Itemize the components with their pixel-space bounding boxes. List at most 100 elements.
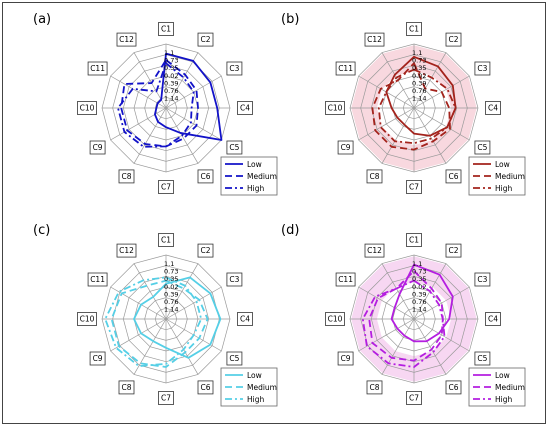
grid-spoke bbox=[413, 318, 447, 375]
category-box bbox=[89, 140, 106, 155]
legend-label: High bbox=[247, 184, 264, 193]
radial-tick-label: 1.14 bbox=[412, 95, 426, 103]
category-label: C2 bbox=[448, 35, 458, 44]
grid-spoke bbox=[165, 52, 199, 109]
grid-spoke bbox=[133, 263, 167, 320]
category-label: C4 bbox=[240, 104, 250, 113]
category-box bbox=[116, 32, 137, 47]
category-box bbox=[118, 380, 135, 395]
category-box bbox=[158, 391, 174, 405]
radial-tick-label: 0.76 bbox=[164, 87, 178, 95]
series-line-medium bbox=[368, 270, 444, 362]
category-label: C10 bbox=[80, 104, 95, 113]
legend-label: High bbox=[495, 395, 512, 404]
panel-label: (c) bbox=[33, 223, 50, 238]
category-box bbox=[445, 243, 462, 258]
category-label: C10 bbox=[328, 104, 343, 113]
radial-tick-label: 0.35 bbox=[164, 275, 178, 283]
category-label: C5 bbox=[229, 354, 239, 363]
category-label: C1 bbox=[409, 25, 419, 34]
radar-figure: (a)UP1.10.730.350.020.390.761.14C1C2C3C4… bbox=[33, 12, 526, 407]
category-box bbox=[226, 61, 243, 76]
grid-spoke bbox=[358, 107, 415, 141]
category-label: C6 bbox=[448, 172, 458, 181]
radial-tick-label: 0.73 bbox=[164, 57, 178, 65]
series-line-medium bbox=[371, 62, 451, 151]
grid-spoke bbox=[110, 286, 167, 320]
grid-spoke bbox=[413, 286, 470, 320]
category-box bbox=[226, 272, 243, 287]
radial-tick-label: 0.39 bbox=[164, 79, 178, 87]
category-box bbox=[77, 101, 97, 115]
radial-tick-label: 1.1 bbox=[412, 49, 422, 57]
category-label: C9 bbox=[93, 354, 103, 363]
category-box bbox=[87, 272, 108, 287]
grid-spoke bbox=[133, 318, 167, 375]
figure-frame: (a)UP1.10.730.350.020.390.761.14C1C2C3C4… bbox=[2, 2, 546, 424]
radial-tick-label: 0.73 bbox=[412, 268, 426, 276]
category-label: C3 bbox=[477, 275, 487, 284]
category-box bbox=[364, 243, 385, 258]
legend-label: Medium bbox=[495, 383, 525, 392]
category-box bbox=[197, 243, 214, 258]
category-box bbox=[87, 61, 108, 76]
panel-label: (d) bbox=[281, 223, 299, 238]
category-box bbox=[485, 101, 501, 115]
category-box bbox=[337, 140, 354, 155]
radar-panel: (c)PP1.10.730.350.020.390.761.14C1C2C3C4… bbox=[33, 223, 278, 407]
series-line-low bbox=[385, 55, 457, 137]
grid-spoke bbox=[110, 75, 167, 109]
category-label: C7 bbox=[409, 183, 419, 192]
category-label: C3 bbox=[477, 64, 487, 73]
category-label: C5 bbox=[229, 143, 239, 152]
legend-label: Low bbox=[495, 371, 510, 380]
grid-spoke bbox=[413, 107, 470, 141]
radial-tick-label: 0.02 bbox=[412, 283, 426, 291]
category-label: C10 bbox=[80, 315, 95, 324]
radial-tick-label: 0.35 bbox=[164, 64, 178, 72]
radial-tick-label: 0.02 bbox=[164, 283, 178, 291]
category-box bbox=[325, 312, 345, 326]
category-box bbox=[474, 61, 491, 76]
category-label: C4 bbox=[488, 315, 498, 324]
category-box bbox=[406, 233, 422, 247]
grid-spoke bbox=[165, 318, 199, 375]
legend-label: Low bbox=[247, 371, 262, 380]
grid-spoke bbox=[110, 107, 167, 141]
category-label: C11 bbox=[90, 275, 105, 284]
series-line-high bbox=[117, 62, 195, 148]
category-box bbox=[197, 169, 214, 184]
radial-tick-label: 0.39 bbox=[164, 290, 178, 298]
category-label: C7 bbox=[161, 183, 171, 192]
radial-tick-label: 0.02 bbox=[164, 72, 178, 80]
category-box bbox=[406, 180, 422, 194]
category-label: C8 bbox=[121, 172, 131, 181]
radial-tick-label: 0.39 bbox=[412, 79, 426, 87]
series-line-low bbox=[133, 276, 222, 359]
category-box bbox=[406, 391, 422, 405]
grid-spoke bbox=[381, 263, 415, 320]
category-box bbox=[158, 22, 174, 36]
radial-tick-label: 0.76 bbox=[164, 298, 178, 306]
category-box bbox=[237, 101, 253, 115]
category-label: C6 bbox=[200, 172, 210, 181]
series-line-high bbox=[104, 276, 203, 368]
category-label: C12 bbox=[367, 246, 382, 255]
category-box bbox=[474, 140, 491, 155]
category-box bbox=[226, 140, 243, 155]
category-box bbox=[335, 272, 356, 287]
series-line-high bbox=[361, 279, 446, 368]
legend-label: Medium bbox=[247, 383, 277, 392]
radial-tick-label: 0.76 bbox=[412, 87, 426, 95]
legend-label: Low bbox=[495, 160, 510, 169]
series-line-low bbox=[390, 263, 454, 343]
category-label: C12 bbox=[119, 246, 134, 255]
grid-spoke bbox=[381, 107, 415, 164]
category-label: C1 bbox=[161, 25, 171, 34]
category-label: C9 bbox=[341, 143, 351, 152]
category-box bbox=[445, 169, 462, 184]
category-label: C1 bbox=[409, 236, 419, 245]
category-box bbox=[406, 22, 422, 36]
grid-spoke bbox=[165, 263, 199, 320]
category-box bbox=[366, 380, 383, 395]
